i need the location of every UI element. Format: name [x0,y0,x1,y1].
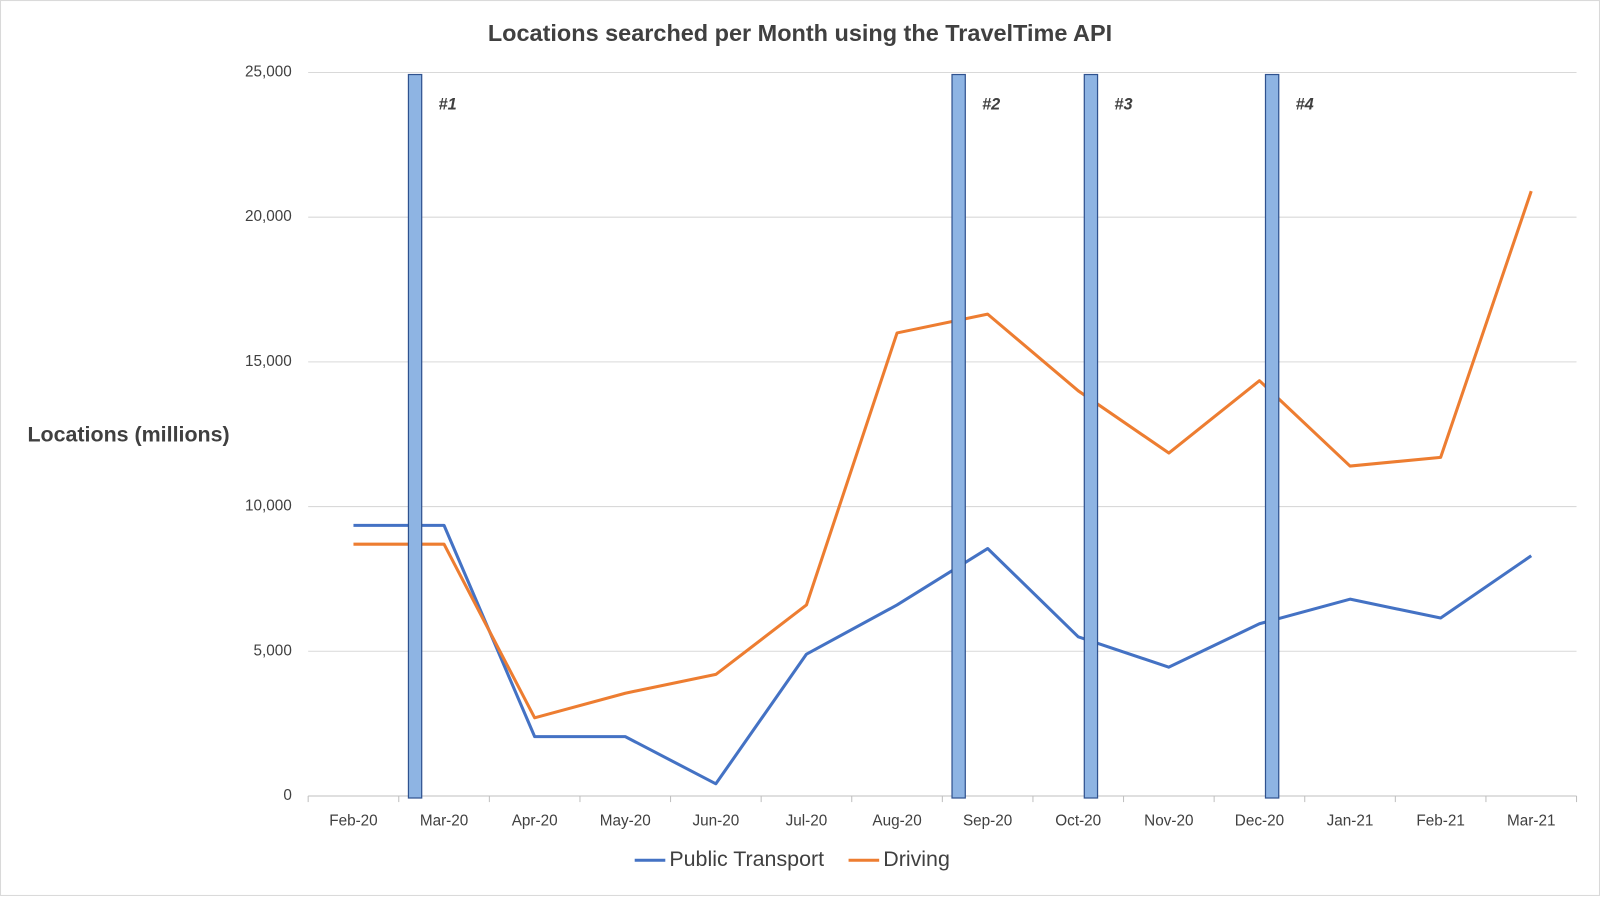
y-axis-label: Locations (millions) [27,422,229,446]
data-line [353,190,1533,720]
x-tick-label: Feb-20 [329,813,377,830]
legend-label: Driving [883,847,950,871]
x-tick-label: May-20 [600,813,651,830]
x-tick-label: Jan-21 [1327,813,1374,830]
event-label: #1 [439,95,457,113]
x-tick-label: Dec-20 [1235,813,1284,830]
x-tick-label: Apr-20 [512,813,558,830]
x-tick-label: Mar-21 [1507,813,1555,830]
x-tick-label: Oct-20 [1055,813,1101,830]
y-tick-label: 5,000 [254,642,292,659]
event-label: #4 [1296,95,1314,113]
event-label: #2 [982,95,1000,113]
event-label: #3 [1114,95,1132,113]
legend-label: Public Transport [669,847,824,871]
x-tick-label: Aug-20 [872,813,921,830]
y-tick-label: 10,000 [245,498,292,515]
x-tick-label: Nov-20 [1144,813,1193,830]
y-tick-label: 0 [283,787,292,804]
y-tick-label: 20,000 [245,208,292,225]
x-tick-label: Jun-20 [692,813,739,830]
x-tick-label: Sep-20 [963,813,1012,830]
event-marker [1083,73,1099,799]
x-tick-label: Feb-21 [1416,813,1464,830]
chart-title: Locations searched per Month using the T… [488,20,1112,46]
event-marker [407,73,423,799]
y-tick-label: 15,000 [245,353,292,370]
event-marker [951,73,966,799]
event-marker [1264,73,1280,799]
x-tick-label: Jul-20 [786,813,828,830]
x-tick-label: Mar-20 [420,813,468,830]
data-line [353,523,1533,786]
y-tick-label: 25,000 [245,64,292,81]
